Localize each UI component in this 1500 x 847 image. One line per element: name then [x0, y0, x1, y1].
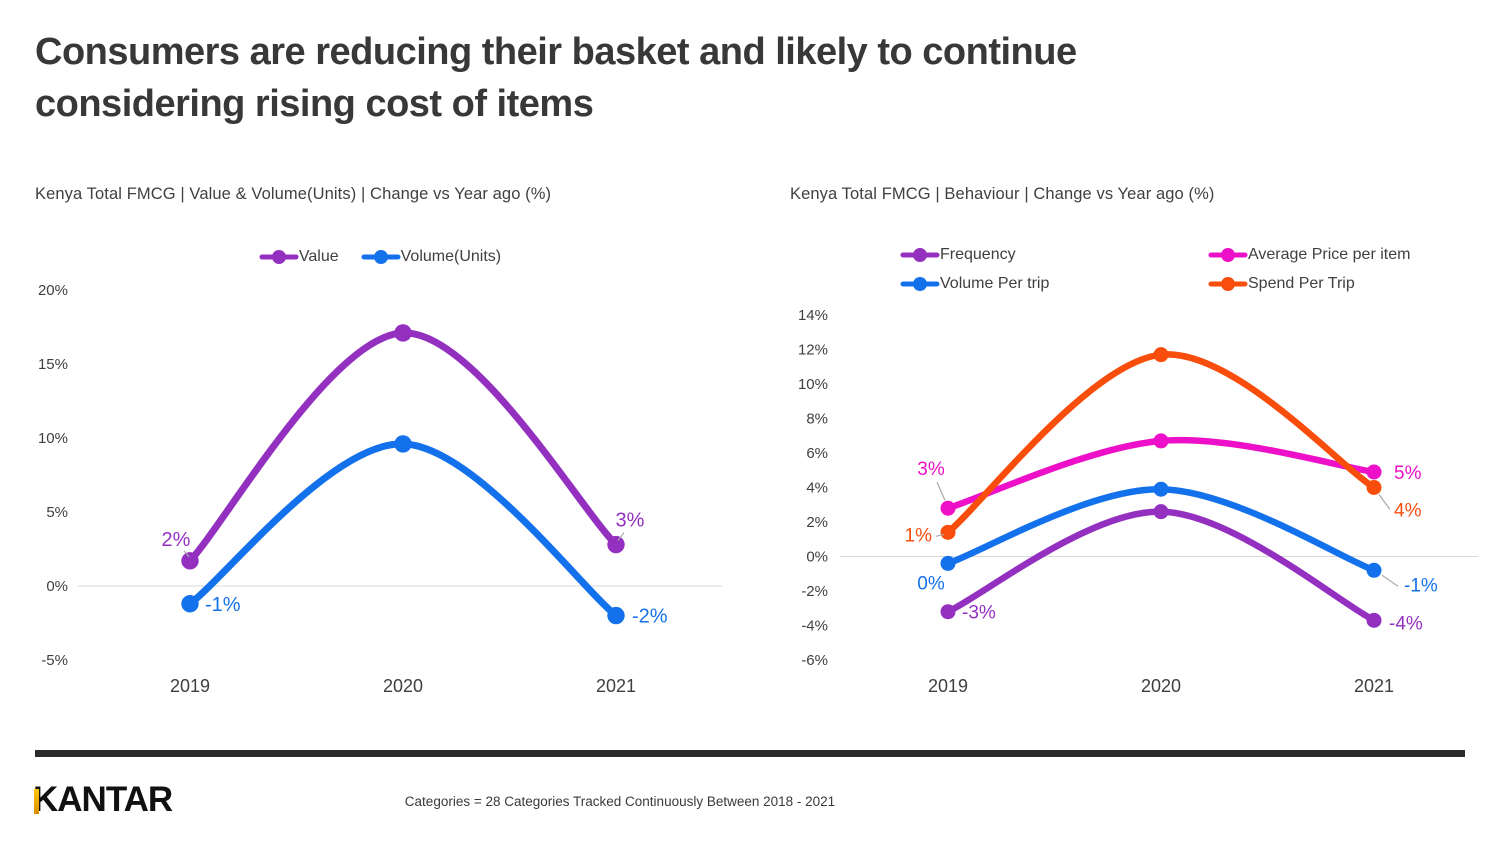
data-label-leader-line — [1378, 494, 1391, 510]
footer-note: Categories = 28 Categories Tracked Conti… — [404, 794, 836, 809]
data-label-leader-line — [183, 550, 190, 558]
data-point-marker — [1153, 504, 1169, 520]
legend-marker-icon — [361, 250, 401, 264]
y-axis-tick-label: 12% — [798, 342, 828, 359]
x-axis-category-label: 2020 — [383, 676, 423, 696]
y-axis-tick-label: -6% — [801, 652, 828, 669]
data-point-marker — [394, 435, 412, 453]
chart1-legend: Value Volume(Units) — [30, 246, 730, 268]
title-line-1: Consumers are reducing their basket and … — [35, 31, 1077, 73]
data-label-leader-line — [1381, 574, 1399, 587]
legend-marker-icon — [259, 250, 299, 264]
y-axis-tick-label: -2% — [801, 583, 828, 600]
chart1-plot: 20% 15% 10% 5% 0% -5% 2019 2020 2021 2% 3% -1% -2% — [38, 282, 722, 696]
data-label: 0% — [917, 573, 945, 594]
x-axis-category-label: 2020 — [1141, 676, 1181, 696]
x-axis-category-label: 2021 — [596, 676, 636, 696]
legend-item-value: Value — [259, 246, 339, 268]
y-axis-tick-label: -4% — [801, 618, 828, 635]
data-label: -3% — [962, 603, 996, 624]
legend-marker-icon — [1208, 248, 1248, 262]
data-label: 1% — [905, 525, 933, 546]
legend-label: Average Price per item — [1248, 246, 1411, 263]
data-label: 4% — [1394, 501, 1422, 522]
title-line-2: considering rising cost of items — [35, 83, 594, 126]
legend-item-volume-units-: Volume(Units) — [361, 246, 501, 268]
x-axis-category-label: 2019 — [170, 676, 210, 696]
data-point-marker — [1366, 612, 1382, 628]
legend-item-frequency: Frequency — [900, 244, 1208, 266]
footer-divider — [35, 750, 1465, 757]
y-axis-tick-label: 20% — [38, 282, 68, 299]
series-line-average-price-per-item — [944, 436, 1378, 512]
y-axis-tick-label: 5% — [46, 504, 68, 521]
series-line-frequency — [944, 508, 1378, 624]
data-point-marker — [1153, 481, 1169, 497]
data-label-leader-line — [936, 481, 946, 501]
data-point-marker — [607, 606, 625, 625]
legend-item-average-price-per-item: Average Price per item — [1208, 244, 1410, 266]
page-title: Consumers are reducing their basket and … — [35, 26, 1215, 131]
data-label: 5% — [1394, 463, 1422, 484]
data-point-marker — [607, 535, 625, 554]
legend-label: Frequency — [940, 246, 1016, 263]
data-point-marker — [940, 555, 956, 571]
y-axis-tick-label: 6% — [806, 445, 828, 462]
data-label-leader-line — [617, 532, 625, 541]
y-axis-tick-label: 0% — [806, 549, 828, 566]
data-point-marker — [181, 595, 199, 613]
series-line-volume-per-trip — [944, 485, 1378, 574]
legend-marker-icon — [900, 248, 940, 262]
chart2-plot: 14% 12% 10% 8% 6% 4% 2% 0% -2% -4% -6% 2019 2020 2021… — [798, 307, 1478, 696]
legend-label: Spend Per Trip — [1248, 275, 1355, 292]
y-axis-tick-label: 8% — [806, 411, 828, 428]
logo-gold-bar — [34, 789, 39, 814]
legend-item-spend-per-trip: Spend Per Trip — [1208, 273, 1410, 295]
data-point-marker — [1153, 347, 1169, 363]
y-axis-tick-label: 2% — [806, 514, 828, 531]
kantar-logo: KANTAR — [33, 780, 173, 819]
data-point-marker — [394, 324, 412, 342]
y-axis-tick-label: 15% — [38, 356, 68, 373]
data-point-marker — [940, 524, 956, 540]
legend-label: Volume(Units) — [400, 248, 502, 265]
legend-marker-icon — [1208, 277, 1248, 291]
data-point-marker — [1153, 433, 1169, 449]
data-label-leader-line — [935, 533, 945, 537]
logo-text: KANTAR — [33, 780, 173, 819]
y-axis-tick-label: 0% — [46, 578, 68, 595]
data-label: 2% — [162, 529, 191, 551]
chart2-legend: Frequency Average Price per item Volume Pe… — [900, 244, 1410, 295]
data-point-marker — [940, 500, 956, 516]
data-point-marker — [181, 552, 199, 570]
x-axis-category-label: 2021 — [1354, 676, 1394, 696]
data-point-marker — [1366, 562, 1382, 578]
data-label: -4% — [1389, 613, 1423, 634]
chart1-subtitle: Kenya Total FMCG | Value & Volume(Units)… — [35, 185, 552, 203]
x-axis-category-label: 2019 — [928, 676, 968, 696]
legend-item-volume-per-trip: Volume Per trip — [900, 273, 1208, 295]
y-axis-tick-label: -5% — [41, 652, 68, 669]
y-axis-tick-label: 4% — [806, 480, 828, 497]
legend-label: Value — [298, 248, 339, 265]
legend-label: Volume Per trip — [940, 275, 1050, 292]
data-label: 3% — [917, 459, 945, 480]
data-label: -1% — [205, 594, 241, 616]
data-point-marker — [1366, 464, 1382, 480]
data-label: -2% — [632, 606, 668, 628]
chart2-subtitle: Kenya Total FMCG | Behaviour | Change vs… — [790, 185, 1215, 203]
y-axis-tick-label: 10% — [38, 430, 68, 447]
y-axis-tick-label: 10% — [798, 376, 828, 393]
data-point-marker — [940, 604, 956, 620]
data-point-marker — [1366, 480, 1382, 495]
data-label: 3% — [616, 510, 645, 532]
legend-marker-icon — [900, 277, 940, 291]
data-label: -1% — [1404, 575, 1438, 596]
y-axis-tick-label: 14% — [798, 307, 828, 324]
